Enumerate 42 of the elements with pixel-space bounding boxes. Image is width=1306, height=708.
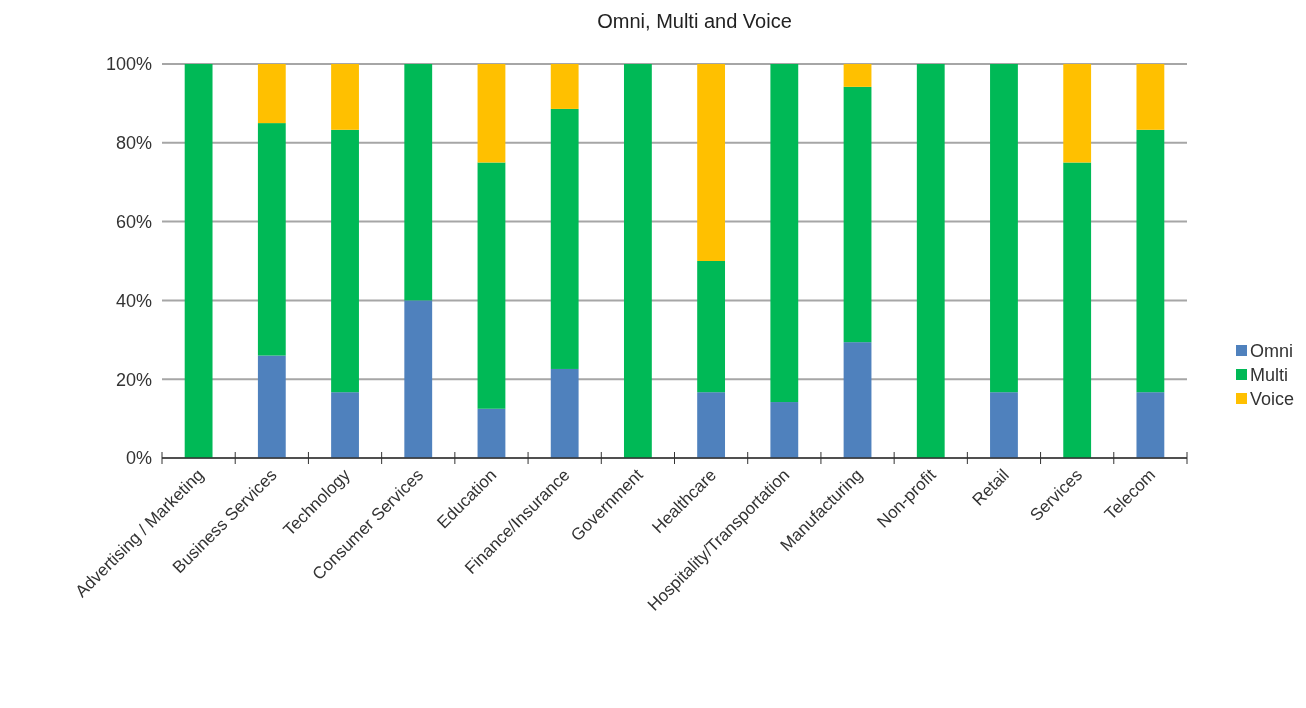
bar <box>331 64 359 130</box>
y-tick-label: 80% <box>115 133 152 154</box>
y-tick-label: 60% <box>115 211 152 232</box>
bar <box>184 64 213 458</box>
bar <box>404 64 433 301</box>
legend-label: Omni <box>1250 341 1294 362</box>
bar <box>1063 162 1092 458</box>
bar <box>477 162 506 409</box>
bar <box>990 392 1018 458</box>
bar <box>477 64 506 163</box>
bar <box>550 108 579 369</box>
chart-title: Omni, Multi and Voice <box>597 10 792 32</box>
bar <box>916 64 945 458</box>
legend-label: Voice <box>1250 389 1295 410</box>
bar <box>623 64 652 458</box>
bar <box>843 64 872 87</box>
y-tick-label: 0% <box>125 448 152 469</box>
bar <box>770 64 799 403</box>
bar <box>770 402 799 458</box>
bar <box>1063 64 1092 163</box>
bar <box>331 129 359 393</box>
bar <box>1136 129 1165 393</box>
bar <box>331 392 359 458</box>
bar <box>697 64 726 261</box>
bar <box>257 355 286 458</box>
bar <box>550 368 579 458</box>
bar <box>257 64 286 124</box>
y-tick-label: 100% <box>105 54 152 75</box>
bar <box>550 64 579 109</box>
bar <box>1136 64 1165 130</box>
bar <box>1136 392 1165 458</box>
bar <box>697 392 726 458</box>
bar <box>257 123 286 356</box>
y-tick-label: 40% <box>115 290 152 311</box>
bar <box>990 64 1018 393</box>
y-tick-label: 20% <box>115 369 152 390</box>
legend-label: Multi <box>1250 365 1289 386</box>
bar <box>404 300 433 458</box>
bar <box>843 342 872 458</box>
bar <box>843 86 872 343</box>
bar <box>697 261 726 393</box>
bar <box>477 408 506 458</box>
